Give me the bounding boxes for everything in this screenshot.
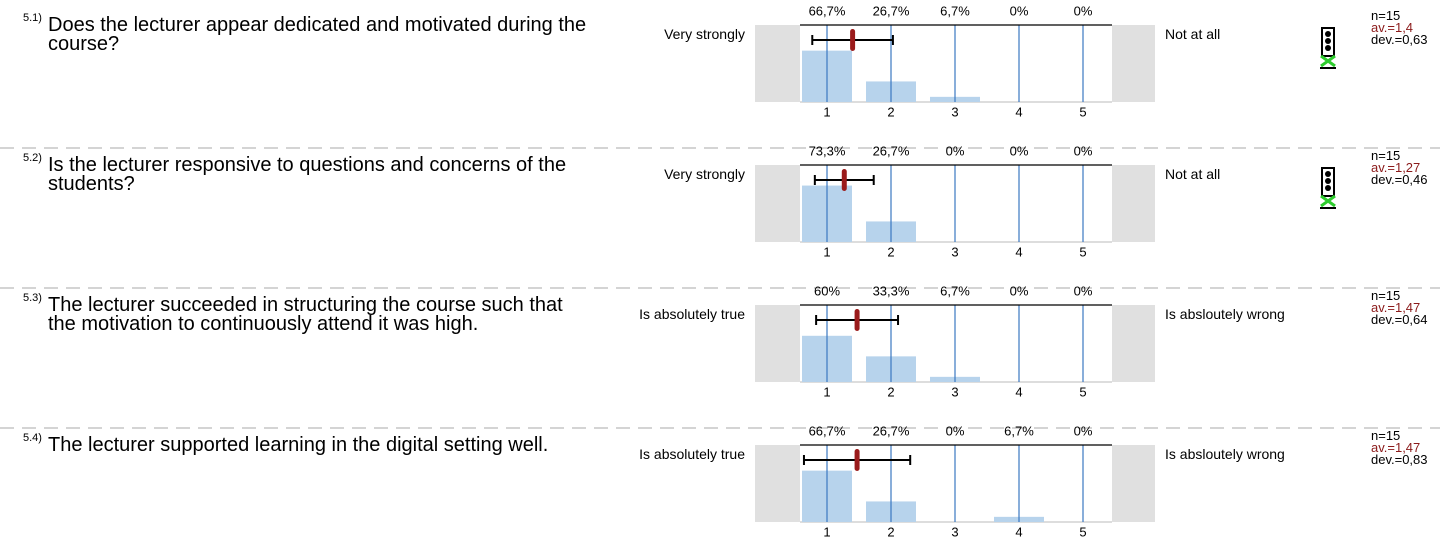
left-anchor: Very strongly [664, 26, 745, 42]
traffic-lamp [1325, 38, 1331, 44]
right-anchor: Not at all [1165, 26, 1221, 42]
category-label: 3 [951, 244, 958, 259]
category-label: 2 [887, 244, 894, 259]
mean-marker [841, 169, 847, 191]
category-label: 1 [823, 524, 830, 539]
value-label: 0% [1010, 143, 1029, 158]
mean-marker [854, 449, 860, 471]
scale-pad-left [755, 445, 800, 522]
category-label: 5 [1079, 524, 1086, 539]
scale-pad-right [1112, 445, 1155, 522]
value-label: 26,7% [873, 3, 910, 18]
traffic-lamp [1325, 31, 1331, 37]
value-label: 0% [1010, 283, 1029, 298]
dev-stat: dev.=0,46 [1371, 172, 1428, 187]
right-anchor: Not at all [1165, 166, 1221, 182]
scale-pad-right [1112, 25, 1155, 102]
question-text: The lecturer supported learning in the d… [48, 434, 549, 456]
question-number: 5.4) [23, 432, 42, 444]
right-anchor: Is absloutely wrong [1165, 446, 1285, 462]
value-label: 73,3% [809, 143, 846, 158]
category-label: 5 [1079, 244, 1086, 259]
category-label: 2 [887, 384, 894, 399]
category-label: 2 [887, 524, 894, 539]
value-label: 26,7% [873, 423, 910, 438]
value-label: 0% [1074, 283, 1093, 298]
value-label: 6,7% [940, 283, 970, 298]
mean-marker [854, 309, 860, 331]
traffic-mark [1320, 194, 1336, 208]
category-label: 3 [951, 524, 958, 539]
dev-stat: dev.=0,83 [1371, 452, 1428, 467]
scale-pad-left [755, 25, 800, 102]
value-label: 66,7% [809, 3, 846, 18]
question-number: 5.3) [23, 292, 42, 304]
question-text: Does the lecturer appear dedicated and m… [48, 14, 587, 55]
category-label: 4 [1015, 384, 1022, 399]
value-label: 66,7% [809, 423, 846, 438]
mean-stat: av.=1,27 [1371, 160, 1421, 175]
value-label: 6,7% [1004, 423, 1034, 438]
category-label: 3 [951, 104, 958, 119]
value-label: 60% [814, 283, 840, 298]
category-label: 1 [823, 244, 830, 259]
dev-stat: dev.=0,64 [1371, 312, 1428, 327]
traffic-lamp [1325, 178, 1331, 184]
question-text: Is the lecturer responsive to questions … [48, 154, 567, 195]
n-stat: n=15 [1371, 148, 1401, 163]
value-label: 33,3% [873, 283, 910, 298]
traffic-lamp [1325, 185, 1331, 191]
category-label: 5 [1079, 104, 1086, 119]
category-label: 5 [1079, 384, 1086, 399]
value-label: 0% [946, 423, 965, 438]
question-number: 5.1) [23, 12, 42, 24]
scale-pad-left [755, 305, 800, 382]
left-anchor: Is absolutely true [639, 306, 745, 322]
value-label: 0% [1010, 3, 1029, 18]
right-anchor: Is absloutely wrong [1165, 306, 1285, 322]
traffic-lamp [1325, 171, 1331, 177]
scale-pad-right [1112, 305, 1155, 382]
question-text: The lecturer succeeded in structuring th… [48, 294, 563, 335]
category-label: 1 [823, 384, 830, 399]
traffic-lamp [1325, 45, 1331, 51]
mean-stat: av.=1,47 [1371, 300, 1421, 315]
n-stat: n=15 [1371, 428, 1401, 443]
value-label: 6,7% [940, 3, 970, 18]
traffic-mark [1320, 54, 1336, 68]
question-number: 5.2) [23, 152, 42, 164]
category-label: 4 [1015, 524, 1022, 539]
dev-stat: dev.=0,63 [1371, 32, 1428, 47]
n-stat: n=15 [1371, 288, 1401, 303]
scale-pad-left [755, 165, 800, 242]
left-anchor: Is absolutely true [639, 446, 745, 462]
mean-stat: av.=1,4 [1371, 20, 1414, 35]
value-label: 26,7% [873, 143, 910, 158]
category-label: 2 [887, 104, 894, 119]
category-label: 4 [1015, 244, 1022, 259]
mean-marker [850, 29, 856, 51]
category-label: 1 [823, 104, 830, 119]
scale-pad-right [1112, 165, 1155, 242]
left-anchor: Very strongly [664, 166, 745, 182]
value-label: 0% [1074, 3, 1093, 18]
value-label: 0% [946, 143, 965, 158]
mean-stat: av.=1,47 [1371, 440, 1421, 455]
value-label: 0% [1074, 423, 1093, 438]
category-label: 4 [1015, 104, 1022, 119]
value-label: 0% [1074, 143, 1093, 158]
n-stat: n=15 [1371, 8, 1401, 23]
category-label: 3 [951, 384, 958, 399]
